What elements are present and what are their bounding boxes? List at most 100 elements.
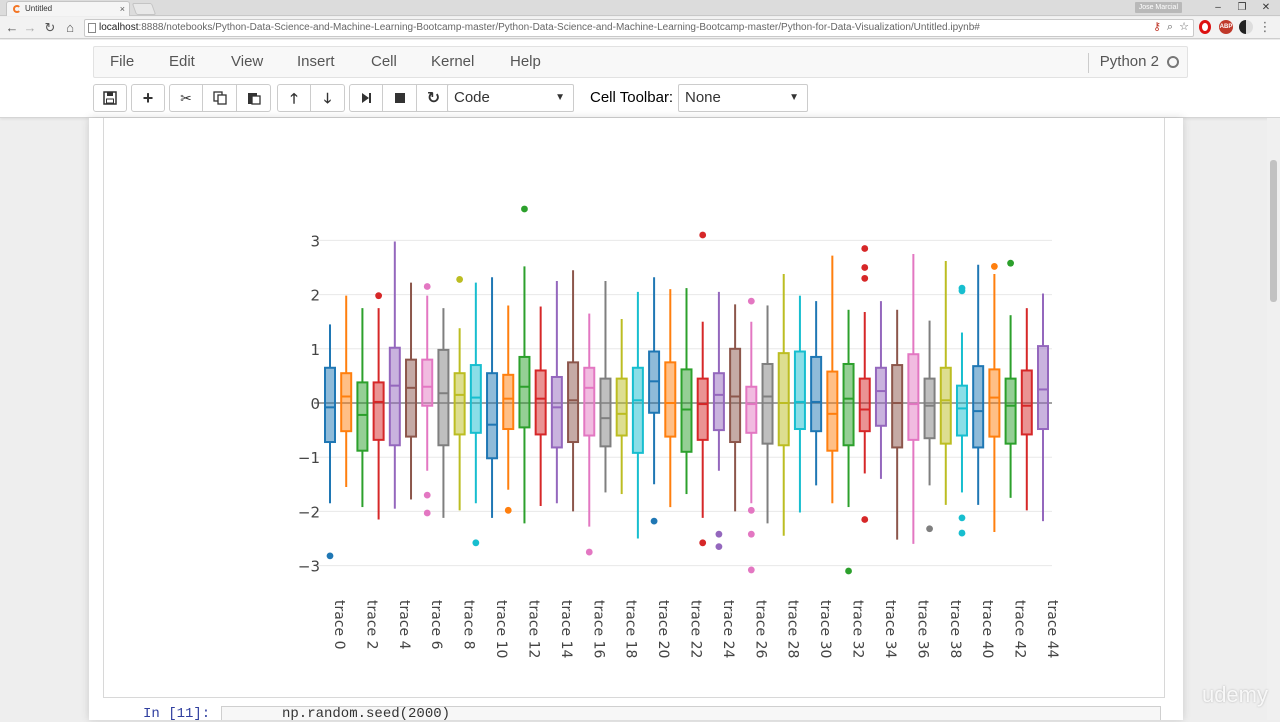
scrollbar-thumb[interactable] xyxy=(1270,160,1277,302)
browser-menu-icon[interactable]: ⋮ xyxy=(1258,19,1272,34)
box-body xyxy=(729,347,742,444)
box-trace xyxy=(437,308,450,518)
outlier-point xyxy=(958,287,966,295)
y-tick-label: −3 xyxy=(298,558,320,576)
cell-type-select[interactable]: Code ▼ xyxy=(447,84,574,112)
outlier-point xyxy=(423,509,431,517)
box-trace xyxy=(631,291,644,539)
menu-help[interactable]: Help xyxy=(510,53,541,70)
browser-tab[interactable]: Untitled × xyxy=(6,1,130,16)
box-trace xyxy=(518,205,531,524)
stop-icon xyxy=(394,93,405,103)
box-trace xyxy=(372,292,385,520)
code-cell[interactable]: In [11]: np.random.seed(2000) xyxy=(103,706,1165,722)
x-tick-label: trace 4 xyxy=(396,600,412,650)
browser-tab-bar: Untitled × Jose Marcial – ❐ ✕ xyxy=(0,0,1280,16)
move-up-button[interactable]: 🡑 xyxy=(277,84,311,112)
move-down-button[interactable]: 🡓 xyxy=(311,84,345,112)
cell-toolbar-select[interactable]: None ▼ xyxy=(678,84,808,112)
interrupt-kernel-button[interactable] xyxy=(383,84,417,112)
outlier-point xyxy=(585,548,593,556)
box-body xyxy=(972,365,985,449)
copy-button[interactable] xyxy=(203,84,237,112)
x-tick-label: trace 42 xyxy=(1012,600,1028,658)
opera-extension-icon[interactable] xyxy=(1199,20,1211,34)
box-body xyxy=(955,384,968,437)
maximize-icon[interactable]: ❐ xyxy=(1237,2,1247,13)
y-tick-label: 2 xyxy=(310,287,320,305)
box-body xyxy=(1004,377,1017,445)
notebook-toolbar: + ✂ 🡑 🡓 ↻ Code ▼ Cell Toolbar: None ▼ xyxy=(93,84,1188,112)
dark-mode-extension-icon[interactable] xyxy=(1239,20,1253,34)
box-body xyxy=(826,370,839,452)
tab-title: Untitled xyxy=(25,4,53,13)
box-trace xyxy=(664,289,677,508)
page-scrollbar[interactable] xyxy=(1267,118,1280,720)
menu-kernel[interactable]: Kernel xyxy=(431,53,475,70)
adblock-extension-icon[interactable]: ABP xyxy=(1219,20,1233,34)
cut-button[interactable]: ✂ xyxy=(169,84,203,112)
tab-close-icon[interactable]: × xyxy=(119,4,125,14)
box-trace xyxy=(599,281,612,493)
x-tick-label: trace 32 xyxy=(850,600,866,658)
profile-name[interactable]: Jose Marcial xyxy=(1134,2,1182,13)
outlier-point xyxy=(521,205,528,213)
box-trace xyxy=(615,318,628,495)
outlier-point xyxy=(456,276,464,283)
url-host: localhost xyxy=(99,22,139,33)
outlier-point xyxy=(861,516,869,523)
zoom-icon[interactable]: ⌕ xyxy=(1166,21,1174,33)
y-axis-ticks: 3 2 1 0 −1 −2 −3 xyxy=(298,232,320,575)
window-close-icon[interactable]: ✕ xyxy=(1261,2,1271,13)
menu-insert[interactable]: Insert xyxy=(297,53,335,70)
chevron-down-icon: ▼ xyxy=(789,92,799,103)
home-icon[interactable]: ⌂ xyxy=(66,20,74,35)
insert-cell-button[interactable]: + xyxy=(131,84,165,112)
outlier-point xyxy=(958,514,966,522)
outlier-point xyxy=(423,491,431,499)
y-tick-label: −1 xyxy=(298,449,320,467)
menu-view[interactable]: View xyxy=(231,53,264,70)
box-trace xyxy=(972,264,985,505)
x-axis-labels: trace 0 trace 2 trace 4 trace 6 trace 8 trace… xyxy=(331,600,1060,658)
save-icon xyxy=(103,91,117,105)
watermark-logo: udemy xyxy=(1201,682,1268,707)
x-tick-label: trace 12 xyxy=(525,600,541,658)
box-trace xyxy=(891,309,904,540)
box-trace xyxy=(502,305,515,514)
box-trace xyxy=(842,309,855,575)
x-tick-label: trace 2 xyxy=(363,600,379,650)
outlier-point xyxy=(472,539,480,547)
outlier-point xyxy=(747,506,755,514)
menu-file[interactable]: File xyxy=(110,53,135,70)
outlier-point xyxy=(699,539,707,547)
outlier-point xyxy=(326,552,334,560)
code-input[interactable]: np.random.seed(2000) xyxy=(221,706,1161,721)
outlier-point xyxy=(861,274,869,282)
save-button[interactable] xyxy=(93,84,127,112)
run-cell-button[interactable] xyxy=(349,84,383,112)
bookmark-star-icon[interactable]: ☆ xyxy=(1179,21,1189,33)
jupyter-favicon-icon xyxy=(13,5,21,13)
y-tick-label: 3 xyxy=(310,232,320,250)
menu-cell[interactable]: Cell xyxy=(371,53,397,70)
reload-icon[interactable]: ↻ xyxy=(44,20,56,35)
box-body xyxy=(550,375,563,449)
box-trace xyxy=(988,263,1001,532)
x-tick-label: trace 28 xyxy=(785,600,801,658)
menu-edit[interactable]: Edit xyxy=(169,53,195,70)
box-body xyxy=(988,368,1001,438)
url-input[interactable]: localhost:8888/notebooks/Python-Data-Sci… xyxy=(84,19,1194,37)
cell-toolbar-value: None xyxy=(685,89,721,106)
box-body xyxy=(923,377,936,440)
minimize-icon[interactable]: – xyxy=(1215,2,1221,13)
paste-button[interactable] xyxy=(237,84,271,112)
box-body xyxy=(324,366,336,444)
back-icon[interactable]: ← xyxy=(5,20,19,35)
box-trace xyxy=(534,306,547,506)
x-tick-label: trace 24 xyxy=(720,600,736,658)
key-icon[interactable]: ⚷ xyxy=(1152,21,1162,33)
box-trace xyxy=(1020,308,1033,511)
kernel-name[interactable]: Python 2 xyxy=(1099,53,1159,70)
forward-icon[interactable]: → xyxy=(23,20,37,35)
